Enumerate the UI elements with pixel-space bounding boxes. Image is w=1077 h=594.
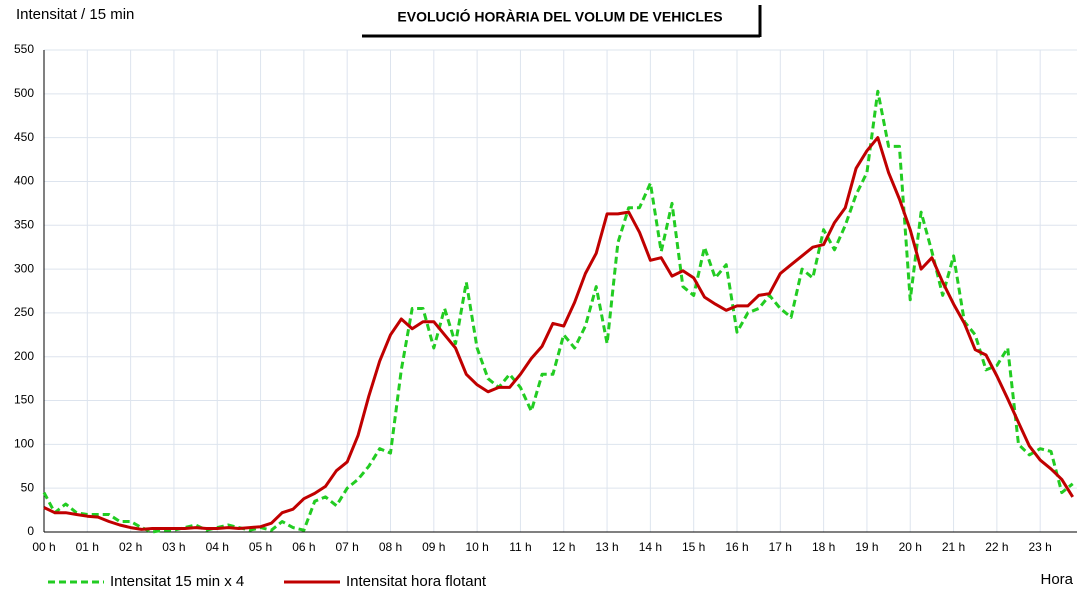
y-tick-label: 300: [14, 261, 34, 275]
y-tick-label: 250: [14, 305, 34, 319]
x-tick-label: 07 h: [336, 540, 359, 554]
y-tick-label: 50: [21, 480, 35, 494]
x-tick-label: 15 h: [682, 540, 705, 554]
x-tick-label: 19 h: [855, 540, 878, 554]
legend-label: Intensitat 15 min x 4: [110, 573, 244, 590]
x-tick-label: 10 h: [465, 540, 488, 554]
x-tick-label: 08 h: [379, 540, 402, 554]
x-tick-label: 03 h: [162, 540, 185, 554]
x-tick-label: 09 h: [422, 540, 445, 554]
y-tick-label: 0: [27, 524, 34, 538]
y-tick-label: 400: [14, 174, 34, 188]
y-tick-label: 150: [14, 393, 34, 407]
legend-label: Intensitat hora flotant: [346, 573, 487, 590]
chart-title: EVOLUCIÓ HORÀRIA DEL VOLUM DE VEHICLES: [397, 8, 722, 25]
x-tick-label: 13 h: [595, 540, 618, 554]
data-line: [43, 136, 1074, 531]
y-axis-label: Intensitat / 15 min: [16, 6, 134, 23]
y-tick-label: 550: [14, 42, 34, 56]
x-tick-label: 01 h: [76, 540, 99, 554]
x-tick-label: 21 h: [942, 540, 965, 554]
x-tick-label: 16 h: [725, 540, 748, 554]
x-tick-label: 17 h: [769, 540, 792, 554]
x-tick-label: 14 h: [639, 540, 662, 554]
y-tick-label: 350: [14, 217, 34, 231]
x-tick-label: 12 h: [552, 540, 575, 554]
x-tick-label: 04 h: [206, 540, 229, 554]
x-tick-label: 18 h: [812, 540, 835, 554]
y-tick-label: 450: [14, 130, 34, 144]
x-tick-label: 11 h: [509, 540, 531, 554]
x-tick-label: 20 h: [899, 540, 922, 554]
x-tick-label: 06 h: [292, 540, 315, 554]
x-axis-label: Hora: [1040, 571, 1073, 588]
y-tick-label: 100: [14, 437, 34, 451]
x-tick-label: 05 h: [249, 540, 272, 554]
y-tick-label: 200: [14, 349, 34, 363]
title-box: [366, 4, 760, 36]
x-tick-label: 22 h: [985, 540, 1008, 554]
x-tick-label: 02 h: [119, 540, 142, 554]
data-line: [42, 89, 1074, 534]
y-tick-label: 500: [14, 86, 34, 100]
x-tick-label: 23 h: [1029, 540, 1052, 554]
x-tick-label: 00 h: [32, 540, 55, 554]
